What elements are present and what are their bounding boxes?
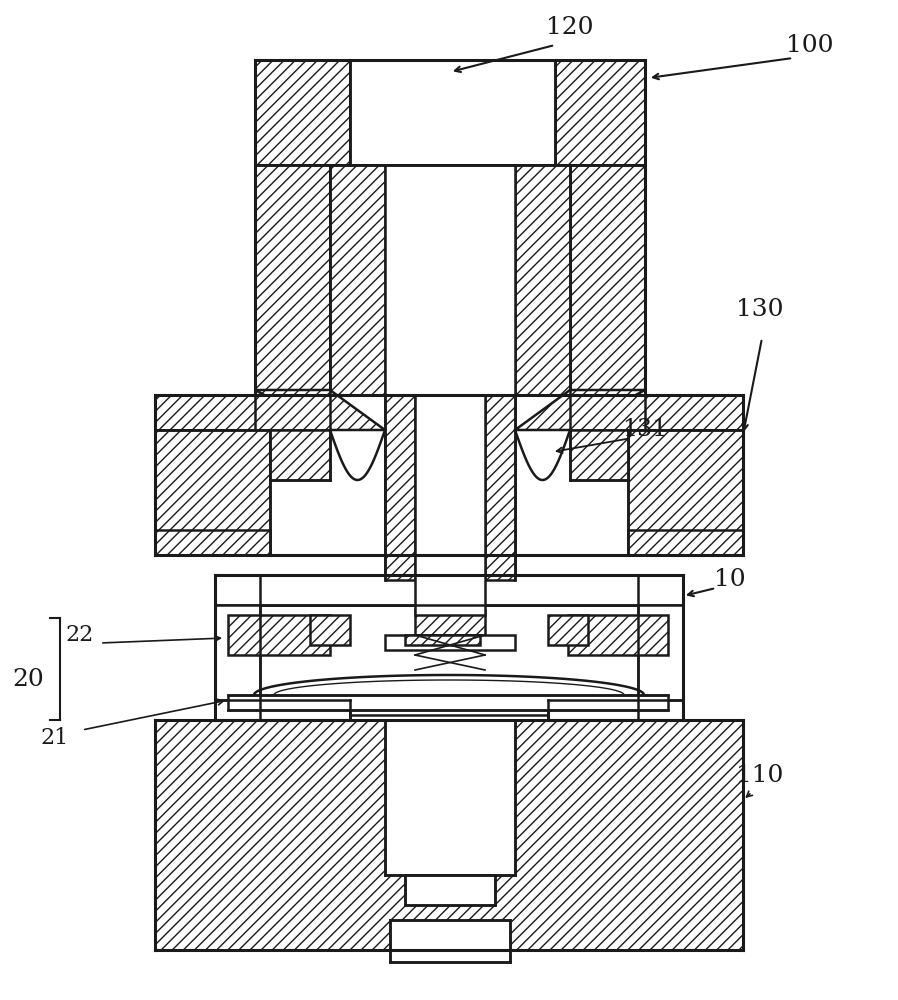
Polygon shape xyxy=(385,720,515,875)
Polygon shape xyxy=(155,395,270,430)
Polygon shape xyxy=(255,390,385,430)
Text: 10: 10 xyxy=(714,568,746,591)
Polygon shape xyxy=(548,615,588,645)
Polygon shape xyxy=(515,165,570,395)
Text: 130: 130 xyxy=(736,298,784,322)
Text: 21: 21 xyxy=(41,727,69,749)
Polygon shape xyxy=(255,60,350,165)
Polygon shape xyxy=(215,700,350,720)
Polygon shape xyxy=(628,530,743,555)
Polygon shape xyxy=(638,605,683,720)
Polygon shape xyxy=(228,615,330,655)
Polygon shape xyxy=(330,165,570,395)
Polygon shape xyxy=(255,165,330,395)
Polygon shape xyxy=(515,390,645,430)
Polygon shape xyxy=(350,60,555,165)
Text: 20: 20 xyxy=(13,668,44,692)
Polygon shape xyxy=(628,395,743,430)
Polygon shape xyxy=(415,610,485,635)
Polygon shape xyxy=(255,395,330,430)
Polygon shape xyxy=(628,430,743,555)
Polygon shape xyxy=(270,430,330,480)
Polygon shape xyxy=(215,575,683,605)
Polygon shape xyxy=(385,165,515,600)
Polygon shape xyxy=(155,430,270,555)
Polygon shape xyxy=(485,395,515,580)
Polygon shape xyxy=(548,700,683,720)
Polygon shape xyxy=(260,575,638,605)
Polygon shape xyxy=(570,165,645,395)
Polygon shape xyxy=(155,530,270,555)
Polygon shape xyxy=(215,605,260,720)
Polygon shape xyxy=(385,395,415,580)
Polygon shape xyxy=(405,875,495,905)
Polygon shape xyxy=(405,635,480,645)
Text: 110: 110 xyxy=(736,764,784,786)
Text: 100: 100 xyxy=(787,33,833,56)
Text: 131: 131 xyxy=(622,418,667,442)
Polygon shape xyxy=(310,615,350,645)
Polygon shape xyxy=(568,615,668,655)
Polygon shape xyxy=(330,165,385,395)
Polygon shape xyxy=(555,60,645,165)
Polygon shape xyxy=(155,720,743,950)
Polygon shape xyxy=(390,920,510,962)
Polygon shape xyxy=(570,430,628,480)
Polygon shape xyxy=(415,395,485,615)
Text: 120: 120 xyxy=(546,16,594,39)
Text: 22: 22 xyxy=(66,624,94,646)
Polygon shape xyxy=(228,695,668,710)
Polygon shape xyxy=(570,395,645,430)
Polygon shape xyxy=(385,635,515,650)
